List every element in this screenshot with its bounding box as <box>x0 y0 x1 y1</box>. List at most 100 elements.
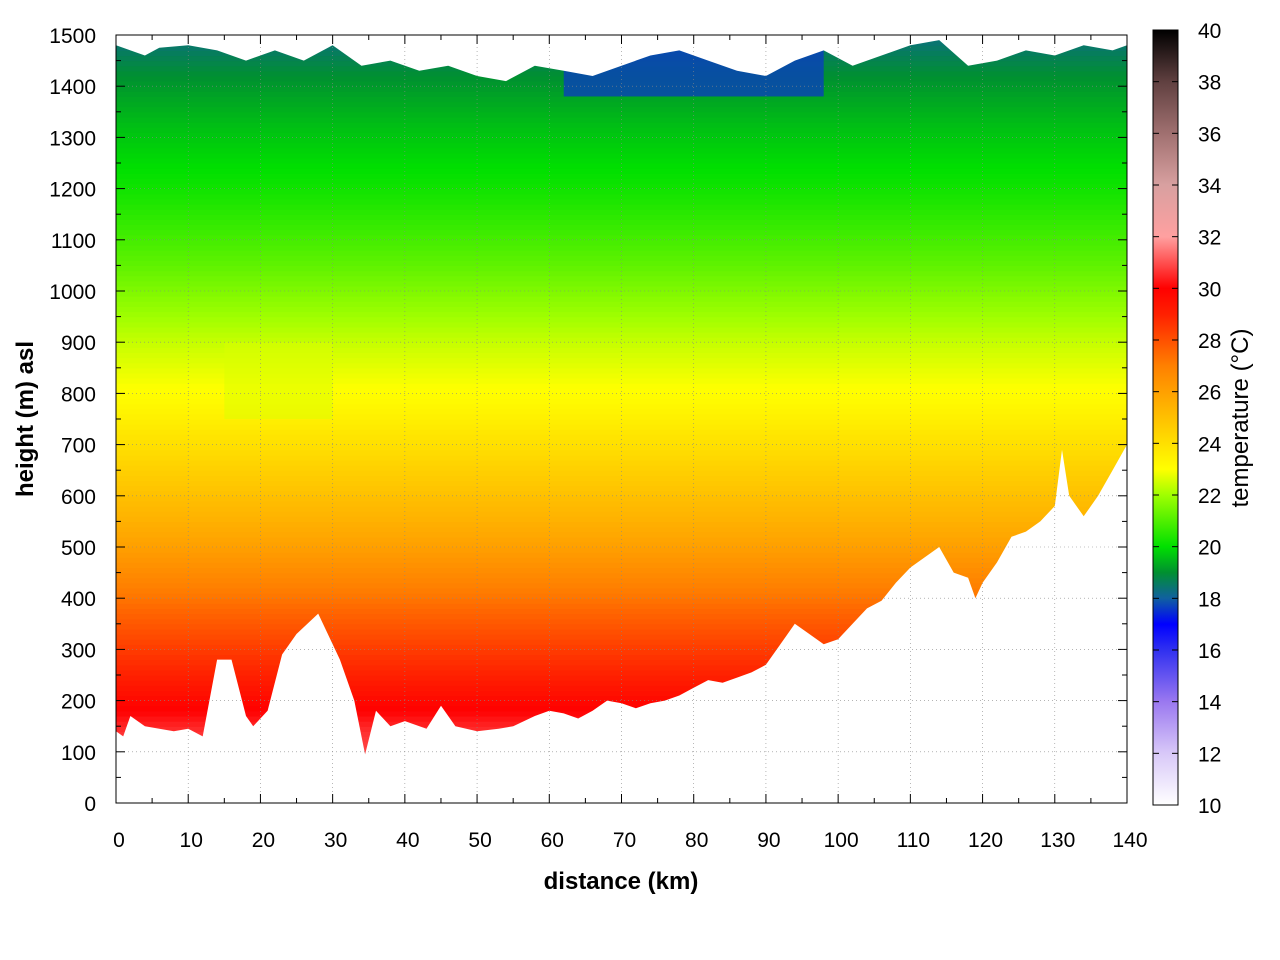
temp-band <box>116 101 1127 108</box>
temp-band <box>116 521 1127 528</box>
temp-band <box>116 623 1127 630</box>
temp-band <box>116 178 1127 185</box>
x-tick-label: 50 <box>468 829 491 852</box>
x-axis-title: distance (km) <box>544 868 699 895</box>
x-tick-label: 30 <box>324 829 347 852</box>
temp-band <box>116 434 1127 441</box>
colorbar-tick-label: 28 <box>1198 330 1221 353</box>
temp-band <box>116 214 1127 220</box>
colorbar-tick-label: 12 <box>1198 743 1221 766</box>
x-tick-label: 70 <box>613 829 636 852</box>
colorbar-tick-label: 36 <box>1198 123 1221 146</box>
temp-band <box>116 157 1127 164</box>
temp-band <box>116 127 1127 133</box>
temp-band <box>116 695 1127 702</box>
temp-band <box>116 342 1127 348</box>
colorbar-title: temperature (°C) <box>1227 329 1254 508</box>
plot-area <box>116 35 1127 803</box>
temp-band <box>116 239 1127 246</box>
colorbar-tick-label: 16 <box>1198 640 1221 663</box>
colorbar-tick-label: 32 <box>1198 227 1221 250</box>
colorbar-tick-label: 34 <box>1198 175 1222 198</box>
y-tick-label: 1400 <box>49 76 96 99</box>
x-tick-label: 10 <box>180 829 203 852</box>
x-tick-label: 100 <box>824 829 859 852</box>
y-tick-label: 900 <box>61 332 96 355</box>
temp-band <box>116 511 1127 517</box>
temp-band <box>116 429 1127 435</box>
temp-band <box>116 526 1127 533</box>
temp-band <box>116 362 1127 369</box>
y-tick-label: 0 <box>84 793 96 816</box>
y-tick-label: 700 <box>61 435 96 458</box>
temp-band <box>116 562 1127 569</box>
y-tick-label: 300 <box>61 639 96 662</box>
temp-band <box>116 163 1127 169</box>
x-tick-label: 140 <box>1112 829 1147 852</box>
temp-band <box>116 413 1127 420</box>
x-tick-label: 40 <box>396 829 419 852</box>
temp-band <box>116 311 1127 318</box>
temp-band <box>116 439 1127 446</box>
colorbar-tick-label: 40 <box>1198 20 1221 43</box>
colorbar-tick-label: 24 <box>1198 433 1222 456</box>
y-tick-label: 1500 <box>49 25 96 48</box>
temp-band <box>116 618 1127 625</box>
temp-band <box>116 357 1127 364</box>
temp-band <box>116 470 1127 476</box>
grid <box>116 35 1127 803</box>
y-tick-label: 1100 <box>51 230 96 253</box>
temp-band <box>116 296 1127 302</box>
temp-band <box>116 122 1127 128</box>
temp-band <box>116 454 1127 461</box>
colorbar-tick-label: 38 <box>1198 72 1221 95</box>
y-tick-label: 1300 <box>49 127 96 150</box>
temp-band <box>116 557 1127 563</box>
temp-band <box>116 634 1127 640</box>
temp-band <box>116 531 1127 538</box>
y-tick-label: 800 <box>61 383 96 406</box>
temp-band <box>116 106 1127 113</box>
temp-band <box>116 229 1127 236</box>
y-tick-label: 200 <box>61 691 96 714</box>
temp-band <box>116 198 1127 205</box>
colorbar-tick-label: 18 <box>1198 588 1221 611</box>
temp-band <box>116 424 1127 430</box>
temp-band <box>116 393 1127 400</box>
temp-band <box>116 485 1127 492</box>
temp-band <box>116 506 1127 512</box>
temp-band <box>116 490 1127 497</box>
temp-band <box>116 250 1127 256</box>
temp-band <box>116 685 1127 691</box>
temp-band <box>116 459 1127 466</box>
temp-band <box>116 234 1127 241</box>
temp-band <box>116 367 1127 374</box>
temp-band <box>116 613 1127 620</box>
temp-band <box>116 306 1127 313</box>
temp-band <box>116 383 1127 389</box>
y-tick-label: 100 <box>61 742 96 765</box>
temp-band <box>116 331 1127 338</box>
temp-band <box>116 137 1127 144</box>
below-surface-mask <box>116 444 1127 803</box>
colorbar-tick-label: 14 <box>1198 692 1222 715</box>
y-axis: 0 100 200 300 400 500 600 700 800 900 1000 1100 1200… <box>49 25 1127 816</box>
temp-band <box>116 378 1127 384</box>
colorbar-tick-label: 10 <box>1198 795 1221 818</box>
temp-band <box>116 475 1127 482</box>
colorbar-tick-label: 26 <box>1198 382 1221 405</box>
colorbar <box>1152 29 1179 806</box>
temp-band <box>116 168 1127 174</box>
temp-band <box>116 675 1127 681</box>
temp-band <box>116 173 1127 179</box>
temp-band <box>116 291 1127 297</box>
colorbar-tick-label: 22 <box>1198 485 1221 508</box>
above-data-top-mask <box>116 35 1127 82</box>
y-tick-label: 400 <box>61 588 96 611</box>
colorbar-tick-label: 30 <box>1198 278 1221 301</box>
temp-band <box>116 301 1127 307</box>
temp-band <box>116 419 1127 425</box>
temp-band <box>116 659 1127 666</box>
temp-band <box>116 193 1127 200</box>
temp-band <box>116 582 1127 589</box>
